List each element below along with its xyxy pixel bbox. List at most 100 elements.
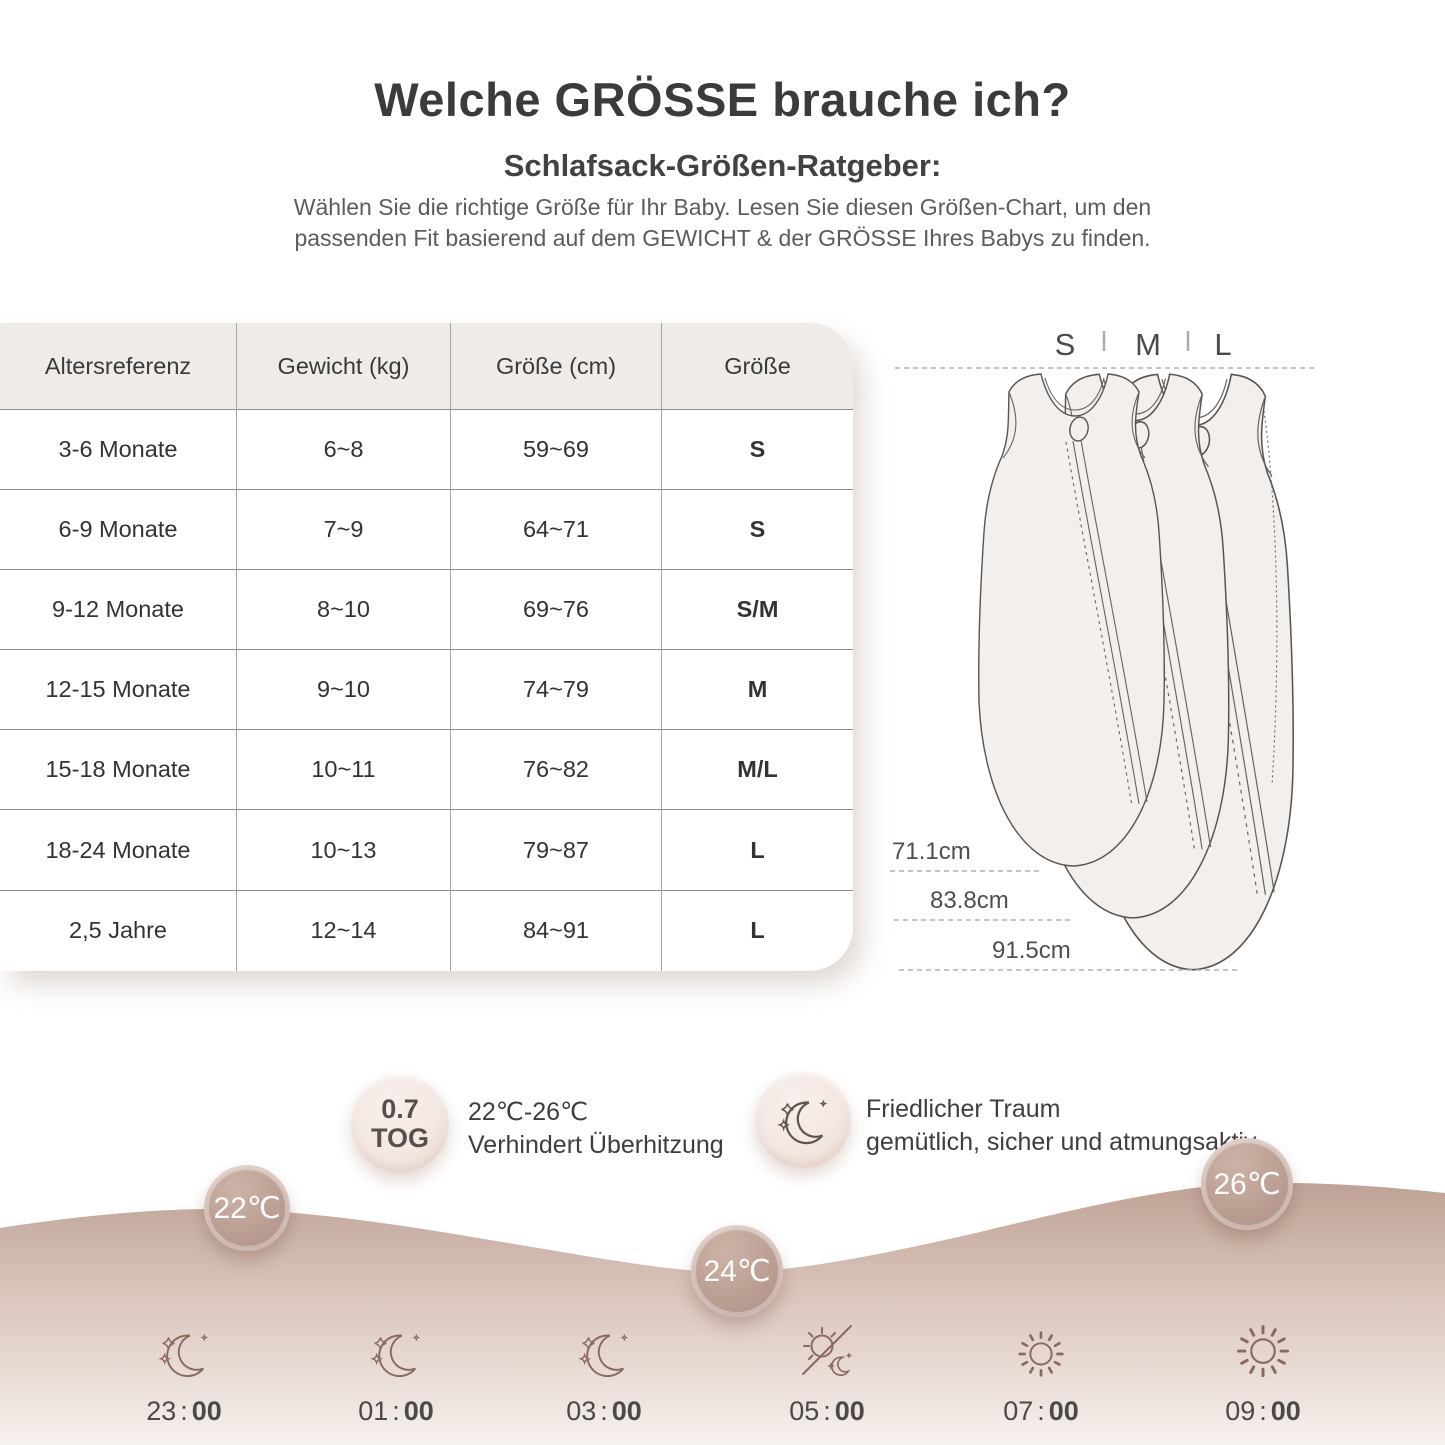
dream-badge (755, 1072, 851, 1168)
time-hour: 03 (566, 1396, 597, 1426)
temp-label: 22℃ (213, 1191, 281, 1225)
cell-age: 18-24 Monate (0, 810, 237, 891)
table-row: 12-15 Monate 9~10 74~79 M (0, 650, 853, 731)
sleeping-bag-s (978, 373, 1165, 867)
bag-l-seam (1263, 410, 1278, 786)
size-label-m: M (1135, 327, 1161, 362)
temp-circle-24: 24℃ (691, 1225, 783, 1317)
cell-height: 76~82 (451, 730, 662, 811)
time-label: 05:00 (789, 1396, 865, 1427)
cell-weight: 7~9 (237, 490, 451, 571)
description-line-1: Wählen Sie die richtige Größe für Ihr Ba… (293, 194, 1152, 220)
time-separator: : (823, 1396, 831, 1426)
cell-size: L (750, 917, 765, 944)
cell-age: 2,5 Jahre (0, 890, 237, 971)
dream-text: Friedlicher Traum gemütlich, sicher und … (866, 1093, 1262, 1159)
sun-icon (1012, 1318, 1070, 1382)
time-separator: : (392, 1396, 400, 1426)
temp-circle-26: 26℃ (1201, 1138, 1293, 1230)
timeline-item: 05:00 (752, 1318, 902, 1427)
dream-title: Friedlicher Traum (866, 1095, 1061, 1123)
cell-age: 12-15 Monate (0, 650, 237, 731)
temp-label: 24℃ (703, 1254, 771, 1288)
cell-height: 74~79 (451, 650, 662, 731)
cell-age: 9-12 Monate (0, 570, 237, 651)
time-label: 03:00 (566, 1396, 642, 1427)
cell-weight: 10~11 (237, 730, 451, 811)
cell-height: 79~87 (451, 810, 662, 891)
size-label-s: S (1055, 327, 1076, 362)
table-row: 3-6 Monate 6~8 59~69 S (0, 410, 853, 491)
time-hour: 09 (1225, 1396, 1256, 1426)
table-row: 18-24 Monate 10~13 79~87 L (0, 810, 853, 891)
tog-value: 0.7 (381, 1094, 419, 1124)
cell-size: L (662, 810, 853, 891)
column-header-weight: Gewicht (kg) (237, 323, 451, 410)
table-row: 2,5 Jahre 12~14 84~91 L (0, 890, 853, 971)
tog-badge: 0.7 TOG (351, 1075, 449, 1173)
moon-stars-icon (367, 1318, 425, 1382)
sun-moon-icon (795, 1318, 859, 1382)
size-label-l: L (1214, 327, 1231, 362)
cell-age: 15-18 Monate (0, 730, 237, 811)
time-minutes: 00 (1048, 1396, 1079, 1426)
time-hour: 01 (358, 1396, 389, 1426)
time-hour: 23 (146, 1396, 177, 1426)
dream-subtitle: gemütlich, sicher und atmungsaktiv. (866, 1128, 1262, 1156)
cell-height: 84~91 (451, 890, 662, 971)
table-row: 6-9 Monate 7~9 64~71 S (0, 490, 853, 571)
timeline-item: 07:00 (966, 1318, 1116, 1427)
cell-size: S (662, 490, 853, 571)
tog-unit: TOG (370, 1123, 429, 1153)
temp-circle-22: 22℃ (204, 1165, 290, 1251)
length-label-l: 91.5cm (992, 937, 1071, 964)
column-header-height: Größe (cm) (451, 323, 662, 410)
time-label: 09:00 (1225, 1396, 1301, 1427)
time-hour: 05 (789, 1396, 820, 1426)
timeline-item: 23:00 (109, 1318, 259, 1427)
length-label-m: 83.8cm (930, 887, 1009, 914)
time-separator: : (180, 1396, 188, 1426)
time-minutes: 00 (191, 1396, 222, 1426)
timeline-item: 03:00 (529, 1318, 679, 1427)
page-title: Welche GRÖSSE brauche ich? (374, 73, 1071, 126)
timeline-item: 01:00 (321, 1318, 471, 1427)
moon-stars-icon (777, 1099, 828, 1145)
tog-text: 22℃-26℃ Verhindert Überhitzung (468, 1096, 724, 1162)
cell-age: 6-9 Monate (0, 490, 237, 571)
table-header-row: Altersreferenz Gewicht (kg) Größe (cm) G… (0, 323, 853, 410)
timeline-item: 09:00 (1188, 1318, 1338, 1427)
cell-size: M (662, 650, 853, 731)
page-description: Wählen Sie die richtige Größe für Ihr Ba… (0, 192, 1445, 254)
size-diagram: S M L 71.1cm 83.8cm 91.5cm (890, 327, 1315, 971)
cell-weight: 9~10 (237, 650, 451, 731)
sun-icon (1231, 1318, 1295, 1382)
cell-height: 69~76 (451, 570, 662, 651)
cell-weight: 8~10 (237, 570, 451, 651)
time-label: 07:00 (1003, 1396, 1079, 1427)
moon-stars-icon (575, 1318, 633, 1382)
cell-height: 64~71 (451, 490, 662, 571)
time-minutes: 00 (611, 1396, 642, 1426)
time-separator: : (600, 1396, 608, 1426)
table-row: 15-18 Monate 10~11 76~82 M/L (0, 730, 853, 811)
time-label: 01:00 (358, 1396, 434, 1427)
time-minutes: 00 (1270, 1396, 1301, 1426)
temp-label: 26℃ (1213, 1167, 1281, 1201)
cell-weight: 12~14 (237, 890, 451, 971)
cell-weight: 6~8 (237, 410, 451, 491)
column-header-size: Größe (662, 323, 853, 410)
page-subtitle: Schlafsack-Größen-Ratgeber: (503, 148, 942, 183)
cell-size: M/L (662, 730, 853, 811)
time-label: 23:00 (146, 1396, 222, 1427)
time-minutes: 00 (403, 1396, 434, 1426)
size-table: Altersreferenz Gewicht (kg) Größe (cm) G… (0, 323, 853, 971)
tog-benefit: Verhindert Überhitzung (468, 1131, 724, 1159)
description-line-2: passenden Fit basierend auf dem GEWICHT … (294, 225, 1151, 251)
moon-stars-icon (155, 1318, 213, 1382)
time-separator: : (1259, 1396, 1267, 1426)
cell-weight: 10~13 (237, 810, 451, 891)
table-row: 9-12 Monate 8~10 69~76 S/M (0, 570, 853, 651)
cell-age: 3-6 Monate (0, 410, 237, 491)
